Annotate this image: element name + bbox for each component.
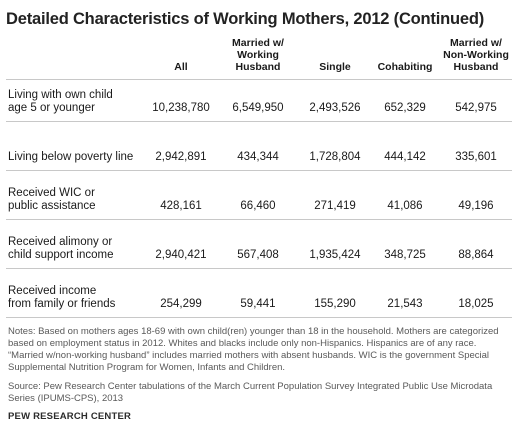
table-row: Living below poverty line 2,942,891 434,… <box>6 121 512 171</box>
cell-married-working-husband: 66,460 <box>216 170 300 220</box>
table-row: Living with own child age 5 or younger 1… <box>6 79 512 122</box>
column-header-married-working-husband-text: Married w/ Working Husband <box>232 37 284 73</box>
cell-married-working-husband: 59,441 <box>216 268 300 318</box>
row-label-text: Living with own child age 5 or younger <box>8 89 113 114</box>
cell-cohabiting: 21,543 <box>370 268 440 318</box>
cell-single: 271,419 <box>300 170 370 220</box>
cell-married-non-working-husband: 542,975 <box>440 79 512 122</box>
table-row: Received alimony or child support income… <box>6 219 512 269</box>
cell-single: 155,290 <box>300 268 370 318</box>
table-row: Received WIC or public assistance 428,16… <box>6 170 512 220</box>
row-label-text: Living below poverty line <box>8 151 134 163</box>
row-label: Received WIC or public assistance <box>6 170 146 220</box>
column-header-married-non-working-husband: Married w/ Non-Working Husband <box>440 37 512 80</box>
cell-all: 428,161 <box>146 170 216 220</box>
row-label-text: Received alimony or child support income <box>8 236 114 261</box>
cell-cohabiting: 652,329 <box>370 79 440 122</box>
cell-married-working-husband: 6,549,950 <box>216 79 300 122</box>
table-notes: Notes: Based on mothers ages 18-69 with … <box>8 326 499 373</box>
cell-all: 2,942,891 <box>146 121 216 171</box>
cell-cohabiting: 348,725 <box>370 219 440 269</box>
header-row-label <box>6 37 146 80</box>
cell-cohabiting: 444,142 <box>370 121 440 171</box>
cell-married-non-working-husband: 18,025 <box>440 268 512 318</box>
cell-all: 2,940,421 <box>146 219 216 269</box>
cell-married-non-working-husband: 49,196 <box>440 170 512 220</box>
row-label: Received income from family or friends <box>6 268 146 318</box>
row-label-text: Received income from family or friends <box>8 285 116 310</box>
cell-cohabiting: 41,086 <box>370 170 440 220</box>
column-header-single: Single <box>319 61 351 73</box>
cell-single: 2,493,526 <box>300 79 370 122</box>
cell-married-non-working-husband: 335,601 <box>440 121 512 171</box>
row-label: Living with own child age 5 or younger <box>6 79 146 122</box>
table-header-row: All Married w/ Working Husband Single Co… <box>6 37 512 80</box>
table-source: Source: Pew Research Center tabulations … <box>8 381 493 404</box>
row-label: Living below poverty line <box>6 121 146 171</box>
column-header-married-non-working-husband-text: Married w/ Non-Working Husband <box>443 37 509 73</box>
cell-married-working-husband: 434,344 <box>216 121 300 171</box>
column-header-all: All <box>174 61 188 73</box>
cell-married-non-working-husband: 88,864 <box>440 219 512 269</box>
table-row: Received income from family or friends 2… <box>6 268 512 318</box>
row-label: Received alimony or child support income <box>6 219 146 269</box>
page-title: Detailed Characteristics of Working Moth… <box>6 10 485 28</box>
row-label-text: Received WIC or public assistance <box>8 187 96 212</box>
characteristics-table: All Married w/ Working Husband Single Co… <box>6 37 512 318</box>
column-header-married-working-husband: Married w/ Working Husband <box>216 37 300 80</box>
cell-single: 1,728,804 <box>300 121 370 171</box>
cell-married-working-husband: 567,408 <box>216 219 300 269</box>
cell-all: 10,238,780 <box>146 79 216 122</box>
cell-single: 1,935,424 <box>300 219 370 269</box>
organization-credit: PEW RESEARCH CENTER <box>8 411 132 422</box>
column-header-cohabiting: Cohabiting <box>377 61 433 73</box>
cell-all: 254,299 <box>146 268 216 318</box>
